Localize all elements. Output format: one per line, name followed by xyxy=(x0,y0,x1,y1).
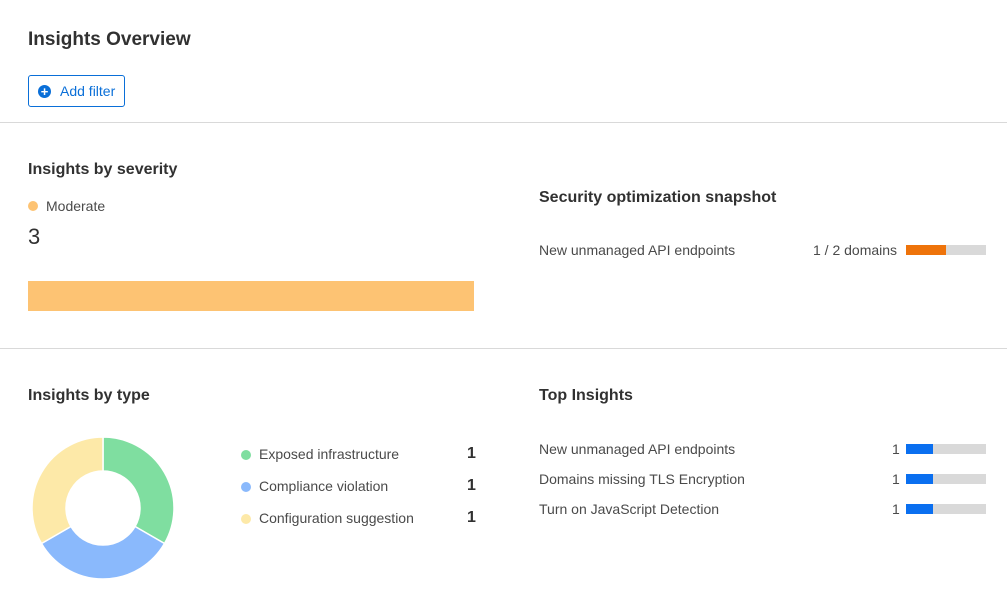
snapshot-row-label: New unmanaged API endpoints xyxy=(539,242,736,258)
snapshot-progress xyxy=(906,245,986,255)
top-insight-label[interactable]: New unmanaged API endpoints xyxy=(539,441,736,457)
moderate-dot xyxy=(28,201,38,211)
type-legend-count: 1 xyxy=(467,509,476,526)
top-insight-count: 1 xyxy=(892,471,900,487)
severity-count: 3 xyxy=(28,224,41,249)
type-donut-chart xyxy=(31,436,175,580)
top-insight-progress xyxy=(906,474,986,484)
snapshot-progress-fill xyxy=(906,245,946,255)
severity-bar-moderate[interactable] xyxy=(28,281,474,311)
top-insights-title: Top Insights xyxy=(539,387,633,404)
top-insight-progress-fill xyxy=(906,504,933,514)
type-legend-label: Compliance violation xyxy=(259,478,389,494)
type-legend-count: 1 xyxy=(467,445,476,462)
type-title: Insights by type xyxy=(28,387,150,404)
top-insight-label[interactable]: Turn on JavaScript Detection xyxy=(539,501,720,517)
legend-dot xyxy=(241,482,251,492)
severity-title: Insights by severity xyxy=(28,161,178,178)
top-insight-progress-fill xyxy=(906,444,933,454)
top-insight-label[interactable]: Domains missing TLS Encryption xyxy=(539,471,745,487)
legend-dot xyxy=(241,514,251,524)
add-filter-button[interactable]: + Add filter xyxy=(28,75,125,107)
severity-legend: Moderate xyxy=(46,198,106,214)
top-insight-progress xyxy=(906,504,986,514)
divider xyxy=(0,348,1007,349)
type-legend-count: 1 xyxy=(467,477,476,494)
divider xyxy=(0,122,1007,123)
snapshot-row-value: 1 / 2 domains xyxy=(813,242,898,258)
type-legend-label: Configuration suggestion xyxy=(259,510,414,526)
top-insight-progress xyxy=(906,444,986,454)
add-filter-label: Add filter xyxy=(60,83,116,99)
top-insight-progress-fill xyxy=(906,474,933,484)
donut-slice-configuration-suggestion[interactable] xyxy=(31,436,104,545)
donut-slice-compliance-violation[interactable] xyxy=(40,525,166,580)
type-legend-label: Exposed infrastructure xyxy=(259,446,400,462)
snapshot-title: Security optimization snapshot xyxy=(539,189,777,206)
page-title: Insights Overview xyxy=(28,29,191,50)
donut-slice-exposed-infrastructure[interactable] xyxy=(102,436,175,545)
legend-dot xyxy=(241,450,251,460)
plus-circle-icon: + xyxy=(38,84,51,98)
top-insight-count: 1 xyxy=(892,501,900,517)
top-insight-count: 1 xyxy=(892,441,900,457)
